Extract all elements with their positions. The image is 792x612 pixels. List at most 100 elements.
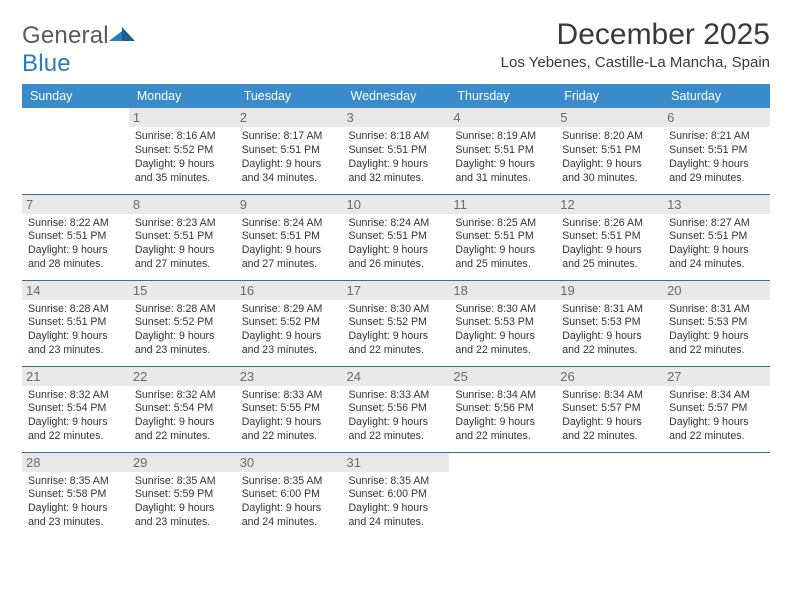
day-number: 5 [556, 108, 663, 127]
day-number: 20 [663, 281, 770, 300]
day-details: Sunrise: 8:33 AMSunset: 5:55 PMDaylight:… [242, 389, 337, 445]
day-number: 4 [449, 108, 556, 127]
day-header-row: SundayMondayTuesdayWednesdayThursdayFrid… [22, 84, 770, 108]
day-cell: 10 Sunrise: 8:24 AMSunset: 5:51 PMDayligh… [343, 194, 450, 280]
day-cell: 29Sunrise: 8:35 AMSunset: 5:59 PMDayligh… [129, 452, 236, 538]
day-details: Sunrise: 8:30 AMSunset: 5:53 PMDaylight:… [455, 303, 550, 359]
week-row: 1 Sunrise: 8:16 AMSunset: 5:52 PMDaylight… [22, 108, 770, 194]
day-number: 25 [449, 367, 556, 386]
day-cell: 28 Sunrise: 8:35 AMSunset: 5:58 PMDayligh… [22, 452, 129, 538]
day-details: Sunrise: 8:35 AMSunset: 6:00 PMDaylight:… [349, 475, 444, 531]
calendar-table: SundayMondayTuesdayWednesdayThursdayFrid… [22, 84, 770, 538]
day-cell: 11Sunrise: 8:25 AMSunset: 5:51 PMDayligh… [449, 194, 556, 280]
day-number: 22 [129, 367, 236, 386]
page-subtitle: Los Yebenes, Castille-La Mancha, Spain [501, 54, 770, 71]
day-details: Sunrise: 8:31 AMSunset: 5:53 PMDaylight:… [669, 303, 764, 359]
day-details: Sunrise: 8:29 AMSunset: 5:52 PMDaylight:… [242, 303, 337, 359]
day-header: Tuesday [236, 84, 343, 108]
day-details: Sunrise: 8:16 AMSunset: 5:52 PMDaylight:… [135, 130, 230, 186]
day-number: 8 [129, 195, 236, 214]
day-cell: 6Sunrise: 8:21 AMSunset: 5:51 PMDaylight… [663, 108, 770, 194]
day-cell: 20 Sunrise: 8:31 AMSunset: 5:53 PMDayligh… [663, 280, 770, 366]
day-cell [556, 452, 663, 538]
calendar-body: 1 Sunrise: 8:16 AMSunset: 5:52 PMDaylight… [22, 108, 770, 538]
day-cell: 21 Sunrise: 8:32 AMSunset: 5:54 PMDayligh… [22, 366, 129, 452]
day-cell: 3 Sunrise: 8:18 AMSunset: 5:51 PMDaylight… [343, 108, 450, 194]
day-details: Sunrise: 8:26 AMSunset: 5:51 PMDaylight:… [562, 217, 657, 273]
day-details: Sunrise: 8:31 AMSunset: 5:53 PMDaylight:… [562, 303, 657, 359]
day-number: 9 [236, 195, 343, 214]
day-details: Sunrise: 8:34 AMSunset: 5:56 PMDaylight:… [455, 389, 550, 445]
week-row: 28 Sunrise: 8:35 AMSunset: 5:58 PMDayligh… [22, 452, 770, 538]
day-number: 19 [556, 281, 663, 300]
day-details: Sunrise: 8:30 AMSunset: 5:52 PMDaylight:… [349, 303, 444, 359]
day-number: 21 [22, 367, 129, 386]
day-number: 14 [22, 281, 129, 300]
day-details: Sunrise: 8:21 AMSunset: 5:51 PMDaylight:… [669, 130, 764, 186]
day-cell: 12Sunrise: 8:26 AMSunset: 5:51 PMDayligh… [556, 194, 663, 280]
day-number: 10 [343, 195, 450, 214]
day-details: Sunrise: 8:35 AMSunset: 6:00 PMDaylight:… [242, 475, 337, 531]
day-details: Sunrise: 8:34 AMSunset: 5:57 PMDaylight:… [562, 389, 657, 445]
header: GeneralBlue December 2025 Los Yebenes, C… [22, 18, 770, 78]
day-cell: 14Sunrise: 8:28 AMSunset: 5:51 PMDayligh… [22, 280, 129, 366]
day-cell [663, 452, 770, 538]
day-cell: 31 Sunrise: 8:35 AMSunset: 6:00 PMDayligh… [343, 452, 450, 538]
day-cell: 26Sunrise: 8:34 AMSunset: 5:57 PMDayligh… [556, 366, 663, 452]
day-cell: 23 Sunrise: 8:33 AMSunset: 5:55 PMDayligh… [236, 366, 343, 452]
day-number: 31 [343, 453, 450, 472]
day-number: 13 [663, 195, 770, 214]
day-cell: 19 Sunrise: 8:31 AMSunset: 5:53 PMDayligh… [556, 280, 663, 366]
day-number: 28 [22, 453, 129, 472]
logo-text-a: General [22, 22, 109, 49]
day-cell: 2Sunrise: 8:17 AMSunset: 5:51 PMDaylight… [236, 108, 343, 194]
page: GeneralBlue December 2025 Los Yebenes, C… [0, 0, 792, 548]
day-cell: 17Sunrise: 8:30 AMSunset: 5:52 PMDayligh… [343, 280, 450, 366]
day-number: 3 [343, 108, 450, 127]
day-details: Sunrise: 8:18 AMSunset: 5:51 PMDaylight:… [349, 130, 444, 186]
logo-text: GeneralBlue [22, 22, 135, 78]
day-cell [22, 108, 129, 194]
day-details: Sunrise: 8:24 AMSunset: 5:51 PMDaylight:… [242, 217, 337, 273]
day-header: Monday [129, 84, 236, 108]
day-details: Sunrise: 8:22 AMSunset: 5:51 PMDaylight:… [28, 217, 123, 273]
day-number: 1 [129, 108, 236, 127]
title-block: December 2025 Los Yebenes, Castille-La M… [501, 18, 770, 71]
logo: GeneralBlue [22, 22, 135, 78]
day-cell: 1 Sunrise: 8:16 AMSunset: 5:52 PMDaylight… [129, 108, 236, 194]
day-number: 15 [129, 281, 236, 300]
day-number: 27 [663, 367, 770, 386]
day-details: Sunrise: 8:27 AMSunset: 5:51 PMDaylight:… [669, 217, 764, 273]
week-row: 21 Sunrise: 8:32 AMSunset: 5:54 PMDayligh… [22, 366, 770, 452]
day-cell: 30 Sunrise: 8:35 AMSunset: 6:00 PMDayligh… [236, 452, 343, 538]
day-cell: 8 Sunrise: 8:23 AMSunset: 5:51 PMDaylight… [129, 194, 236, 280]
day-cell: 18Sunrise: 8:30 AMSunset: 5:53 PMDayligh… [449, 280, 556, 366]
day-cell: 13 Sunrise: 8:27 AMSunset: 5:51 PMDayligh… [663, 194, 770, 280]
day-cell: 4Sunrise: 8:19 AMSunset: 5:51 PMDaylight… [449, 108, 556, 194]
day-number: 2 [236, 108, 343, 127]
day-number: 30 [236, 453, 343, 472]
day-header: Sunday [22, 84, 129, 108]
day-details: Sunrise: 8:24 AMSunset: 5:51 PMDaylight:… [349, 217, 444, 273]
day-cell [449, 452, 556, 538]
day-number: 29 [129, 453, 236, 472]
day-details: Sunrise: 8:23 AMSunset: 5:51 PMDaylight:… [135, 217, 230, 273]
day-number: 23 [236, 367, 343, 386]
day-header: Saturday [663, 84, 770, 108]
logo-text-b: Blue [22, 50, 71, 77]
day-details: Sunrise: 8:35 AMSunset: 5:58 PMDaylight:… [28, 475, 123, 531]
day-details: Sunrise: 8:32 AMSunset: 5:54 PMDaylight:… [28, 389, 123, 445]
day-header: Thursday [449, 84, 556, 108]
day-cell: 16Sunrise: 8:29 AMSunset: 5:52 PMDayligh… [236, 280, 343, 366]
page-title: December 2025 [501, 18, 770, 52]
day-cell: 22Sunrise: 8:32 AMSunset: 5:54 PMDayligh… [129, 366, 236, 452]
day-cell: 27 Sunrise: 8:34 AMSunset: 5:57 PMDayligh… [663, 366, 770, 452]
day-cell: 15Sunrise: 8:28 AMSunset: 5:52 PMDayligh… [129, 280, 236, 366]
day-cell: 25 Sunrise: 8:34 AMSunset: 5:56 PMDayligh… [449, 366, 556, 452]
day-cell: 5Sunrise: 8:20 AMSunset: 5:51 PMDaylight… [556, 108, 663, 194]
week-row: 7Sunrise: 8:22 AMSunset: 5:51 PMDaylight… [22, 194, 770, 280]
triangle-icon [109, 25, 135, 43]
day-cell: 7Sunrise: 8:22 AMSunset: 5:51 PMDaylight… [22, 194, 129, 280]
day-details: Sunrise: 8:34 AMSunset: 5:57 PMDaylight:… [669, 389, 764, 445]
day-number: 11 [449, 195, 556, 214]
